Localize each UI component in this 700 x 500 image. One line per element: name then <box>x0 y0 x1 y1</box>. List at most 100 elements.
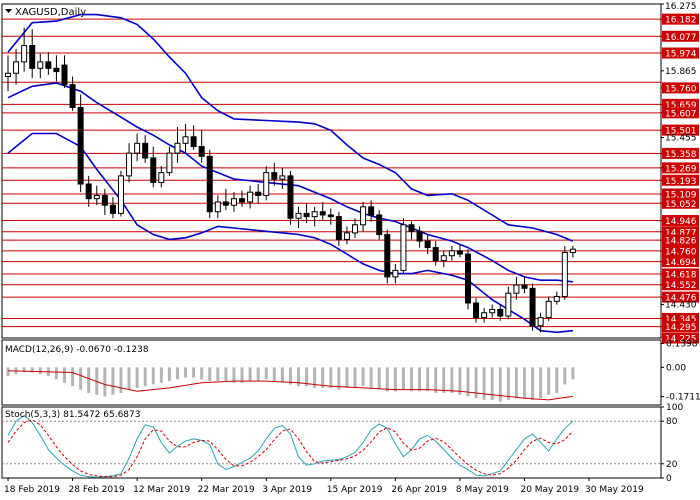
candle-body <box>473 302 480 319</box>
level-label-bg <box>662 245 699 257</box>
stoch-panel-border <box>1 406 662 479</box>
level-label-bg <box>662 226 699 238</box>
price-panel-border <box>1 3 662 339</box>
time-tick-label: 18 Feb 2019 <box>4 485 60 495</box>
candle <box>569 245 576 258</box>
macd-histogram-bar <box>450 367 454 394</box>
macd-histogram-bar <box>143 367 147 387</box>
level-label-bg <box>662 98 699 110</box>
title-arrow-icon <box>5 9 12 13</box>
candle-body <box>319 211 326 216</box>
level-label-bg <box>662 197 699 209</box>
bollinger-middle-band <box>7 82 573 283</box>
macd-histogram-bar <box>539 367 543 399</box>
level-label: 14.618 <box>665 270 697 280</box>
macd-histogram-bar <box>522 367 526 399</box>
candle <box>134 133 141 162</box>
macd-histogram-bar <box>79 367 83 390</box>
candle-body <box>93 194 100 200</box>
level-label-bg <box>662 215 699 227</box>
candle-body <box>214 201 221 213</box>
level-label: 15.358 <box>665 150 697 160</box>
candle-body <box>255 191 262 196</box>
level-label: 15.052 <box>665 200 697 210</box>
macd-tick-label: 0.1398 <box>666 339 698 349</box>
candle <box>481 307 488 323</box>
candle <box>513 276 520 300</box>
macd-histogram-bar <box>248 367 252 382</box>
candle-body <box>384 234 391 278</box>
candle <box>263 166 270 201</box>
candle <box>440 250 447 268</box>
candle-body <box>53 67 60 73</box>
level-label: 16.077 <box>665 33 697 43</box>
candle-body <box>182 136 189 144</box>
candle-body <box>545 300 552 319</box>
candle-body <box>448 250 455 257</box>
level-label-bg <box>662 188 699 200</box>
candle-body <box>456 250 463 255</box>
level-label: 14.476 <box>665 294 697 304</box>
candle-body <box>295 212 302 219</box>
level-label-bg <box>662 30 699 42</box>
macd-histogram-bar <box>192 367 196 378</box>
macd-histogram-bar <box>103 367 107 397</box>
time-tick-label: 22 Mar 2019 <box>198 485 255 495</box>
candle <box>456 244 463 258</box>
macd-tick-label: 0.00 <box>666 363 686 373</box>
level-label: 15.974 <box>665 50 697 60</box>
level-label: 15.193 <box>665 177 697 187</box>
candle <box>489 304 496 318</box>
candle <box>505 286 512 320</box>
stoch-label: Stoch(5,3,3) 81.5472 65.6873 <box>5 410 140 420</box>
level-label: 14.760 <box>665 247 697 257</box>
chart-title: XAGUSD,Daily <box>15 7 86 18</box>
level-label: 14.877 <box>665 228 697 238</box>
time-tick-label: 26 Apr 2019 <box>391 485 447 495</box>
candle <box>13 48 20 85</box>
level-label-bg <box>662 147 699 159</box>
macd-histogram-bar <box>563 367 567 385</box>
level-label-bg <box>662 13 699 25</box>
candle <box>352 218 359 238</box>
candle-body <box>29 45 36 69</box>
candle <box>473 298 480 323</box>
macd-histogram-bar <box>345 367 349 388</box>
candle <box>537 312 544 333</box>
candle-body <box>335 216 342 240</box>
level-label-bg <box>662 321 699 333</box>
candle <box>464 249 471 310</box>
macd-histogram-bar <box>240 367 244 383</box>
candle <box>158 166 165 188</box>
macd-histogram-bar <box>498 367 502 402</box>
candle-body <box>569 248 576 253</box>
candle <box>408 221 415 240</box>
macd-histogram-bar <box>313 367 317 388</box>
candle <box>360 201 367 232</box>
macd-histogram-bar <box>288 367 292 385</box>
candle <box>384 229 391 284</box>
candle-body <box>561 251 568 297</box>
candle-body <box>432 247 439 262</box>
candle-body <box>134 142 141 154</box>
macd-histogram-bar <box>490 367 494 400</box>
candle <box>117 171 124 217</box>
macd-histogram-bar <box>119 367 123 394</box>
candle-body <box>239 198 246 203</box>
candle-body <box>37 61 44 69</box>
candle <box>85 175 92 207</box>
level-label: 16.182 <box>665 16 697 26</box>
macd-histogram-bar <box>62 367 66 383</box>
macd-histogram-bar <box>401 367 405 390</box>
level-label: 14.826 <box>665 237 697 247</box>
macd-histogram-bar <box>418 367 422 392</box>
candle-body <box>537 317 544 327</box>
candle <box>61 55 68 88</box>
candle <box>45 52 52 75</box>
candle-body <box>287 175 294 219</box>
candle <box>182 123 189 154</box>
level-label-bg <box>662 174 699 186</box>
level-label: 15.607 <box>665 109 697 119</box>
level-label-bg <box>662 256 699 268</box>
macd-histogram-bar <box>410 367 413 392</box>
